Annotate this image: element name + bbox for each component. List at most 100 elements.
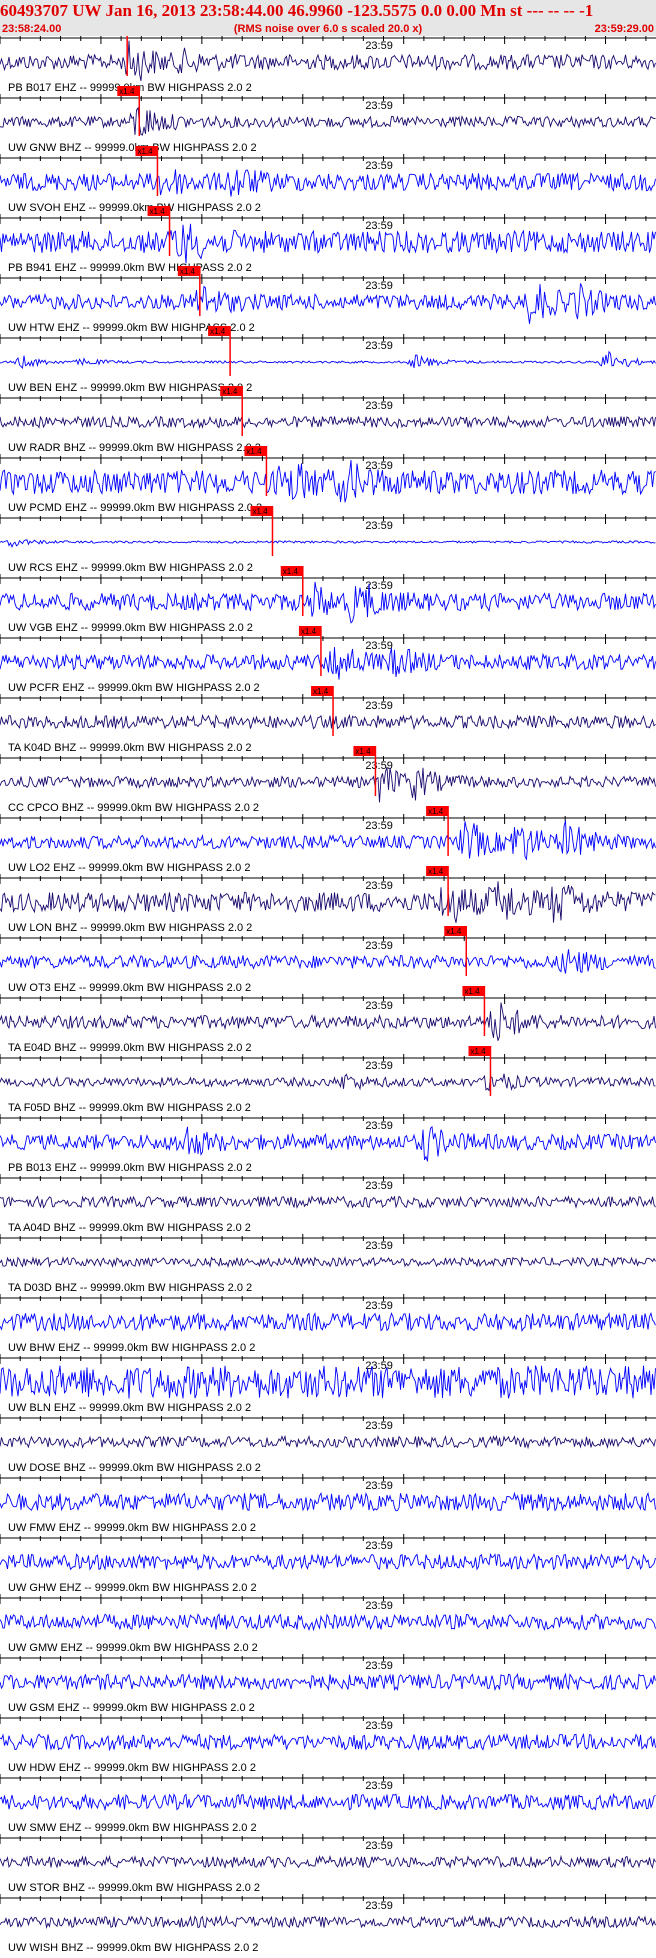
tick-label: 23:59 [365, 160, 393, 172]
waveform-trace [0, 1854, 656, 1870]
end-time-label: 23:59:29.00 [594, 23, 654, 35]
trace-group: 23:59 UW GSM EHZ -- 99999.0km BW HIGHPASS… [0, 1654, 656, 1714]
pick-label: x1.4 [210, 327, 226, 336]
pick-marker-box [177, 266, 200, 276]
station-label: UW PCFR EHZ -- 99999.0km BW HIGHPASS 2.0… [8, 682, 260, 694]
station-label: UW PCMD EHZ -- 99999.0km BW HIGHPASS 2.0… [8, 502, 262, 514]
pick-marker-box [117, 86, 140, 96]
waveform-trace [0, 1125, 656, 1162]
station-label: UW RADR BHZ -- 99999.0km BW HIGHPASS 2.0… [8, 442, 261, 454]
waveform-trace [0, 1311, 656, 1333]
pick-label: x1.4 [252, 507, 268, 516]
trace-group: 23:59 x1.4 UW PCFR EHZ -- 99999.0km BW HIG… [0, 626, 656, 694]
waveform-trace [0, 1914, 656, 1929]
trace-group: 23:59 UW WISH BHZ -- 99999.0km BW HIGHPAS… [0, 1894, 656, 1954]
tick-label: 23:59 [365, 640, 393, 652]
tick-label: 23:59 [365, 760, 393, 772]
tick-label: 23:59 [365, 1720, 393, 1732]
waveform-trace [0, 1792, 656, 1812]
station-label: UW SVOH EHZ -- 99999.0km BW HIGHPASS 2.0… [8, 202, 261, 214]
trace-group: 23:59 TA A04D BHZ -- 99999.0km BW HIGHPAS… [0, 1174, 656, 1234]
waveform-trace [0, 1365, 656, 1399]
trace-group: 23:59 UW BLN EHZ -- 99999.0km BW HIGHPASS… [0, 1354, 656, 1414]
pick-marker-box [298, 626, 321, 636]
tick-label: 23:59 [365, 1420, 393, 1432]
waveform-trace [0, 647, 656, 680]
station-label: TA F05D BHZ -- 99999.0km BW HIGHPASS 2.0… [8, 1102, 251, 1114]
waveform-trace [0, 1256, 656, 1269]
station-label: UW BHW EHZ -- 99999.0km BW HIGHPASS 2.0 … [8, 1342, 255, 1354]
trace-group: 23:59 UW STOR BHZ -- 99999.0km BW HIGHPAS… [0, 1834, 656, 1894]
waveform-trace [0, 539, 656, 548]
tick-label: 23:59 [365, 1360, 393, 1372]
station-label: PB B013 EHZ -- 99999.0km BW HIGHPASS 2.0… [8, 1162, 252, 1174]
pick-marker-box [426, 806, 449, 816]
station-label: UW BLN EHZ -- 99999.0km BW HIGHPASS 2.0 … [8, 1402, 251, 1414]
station-label: TA K04D BHZ -- 99999.0km BW HIGHPASS 2.0… [8, 742, 252, 754]
waveform-trace [0, 820, 656, 861]
pick-marker-box [426, 866, 449, 876]
pick-marker-box [220, 386, 243, 396]
station-label: TA A04D BHZ -- 99999.0km BW HIGHPASS 2.0… [8, 1222, 251, 1234]
tick-label: 23:59 [365, 100, 393, 112]
waveform-trace [0, 1434, 656, 1450]
tick-label: 23:59 [365, 40, 393, 52]
pick-label: x1.4 [428, 807, 444, 816]
tick-label: 23:59 [365, 1480, 393, 1492]
trace-group: 23:59 UW GMW EHZ -- 99999.0km BW HIGHPASS… [0, 1594, 656, 1654]
tick-label: 23:59 [365, 1300, 393, 1312]
pick-label: x1.4 [301, 627, 317, 636]
trace-group: 23:59 x1.4 TA E04D BHZ -- 99999.0km BW HIG… [0, 986, 656, 1054]
station-label: UW BEN EHZ -- 99999.0km BW HIGHPASS 2.0 … [8, 382, 252, 394]
pick-label: x1.4 [119, 87, 135, 96]
tick-label: 23:59 [365, 1060, 393, 1072]
pick-label: x1.4 [137, 147, 153, 156]
station-label: UW GNW BHZ -- 99999.0km BW HIGHPASS 2.0 … [8, 142, 257, 154]
pick-label: x1.4 [180, 267, 196, 276]
subtitle: (RMS noise over 6.0 s scaled 20.0 x) [233, 23, 423, 35]
trace-group: 23:59 x1.4 TA F05D BHZ -- 99999.0km BW HIG… [0, 1046, 656, 1114]
waveform-trace [0, 40, 656, 81]
tick-label: 23:59 [365, 280, 393, 292]
tick-label: 23:59 [365, 880, 393, 892]
tick-label: 23:59 [365, 1660, 393, 1672]
plot-header: 60493707 UW Jan 16, 2013 23:58:44.00 46.… [0, 0, 656, 36]
pick-label: x1.4 [464, 987, 480, 996]
waveform-trace [0, 106, 656, 136]
trace-group: 23:59 x1.4 TA K04D BHZ -- 99999.0km BW HIG… [0, 686, 656, 754]
tick-label: 23:59 [365, 1900, 393, 1912]
tick-label: 23:59 [365, 580, 393, 592]
pick-label: x1.4 [313, 687, 329, 696]
pick-label: x1.4 [246, 447, 262, 456]
station-label: UW STOR BHZ -- 99999.0km BW HIGHPASS 2.0… [8, 1882, 260, 1894]
trace-group: 23:59 x1.4 UW LON BHZ -- 99999.0km BW HIGH… [0, 866, 656, 934]
waveform-trace [0, 881, 656, 923]
station-label: UW DOSE BHZ -- 99999.0km BW HIGHPASS 2.0… [8, 1462, 261, 1474]
pick-label: x1.4 [355, 747, 371, 756]
tick-label: 23:59 [365, 520, 393, 532]
trace-group: 23:59 UW HDW EHZ -- 99999.0km BW HIGHPASS… [0, 1714, 656, 1774]
pick-marker-box [147, 206, 170, 216]
trace-group: 23:59 UW DOSE BHZ -- 99999.0km BW HIGHPAS… [0, 1414, 656, 1474]
pick-label: x1.4 [150, 207, 166, 216]
pick-marker-box [444, 926, 467, 936]
tick-label: 23:59 [365, 400, 393, 412]
trace-group: 23:59 TA D03D BHZ -- 99999.0km BW HIGHPAS… [0, 1234, 656, 1294]
pick-marker-box [244, 446, 267, 456]
pick-label: x1.4 [222, 387, 238, 396]
pick-marker-box [280, 566, 303, 576]
station-label: UW WISH BHZ -- 99999.0km BW HIGHPASS 2.0… [8, 1942, 258, 1954]
waveform-trace [0, 1491, 656, 1512]
tick-label: 23:59 [365, 1780, 393, 1792]
tick-label: 23:59 [365, 220, 393, 232]
station-label: UW LON BHZ -- 99999.0km BW HIGHPASS 2.0 … [8, 922, 252, 934]
waveform-trace [0, 1732, 656, 1752]
pick-label: x1.4 [470, 1047, 486, 1056]
